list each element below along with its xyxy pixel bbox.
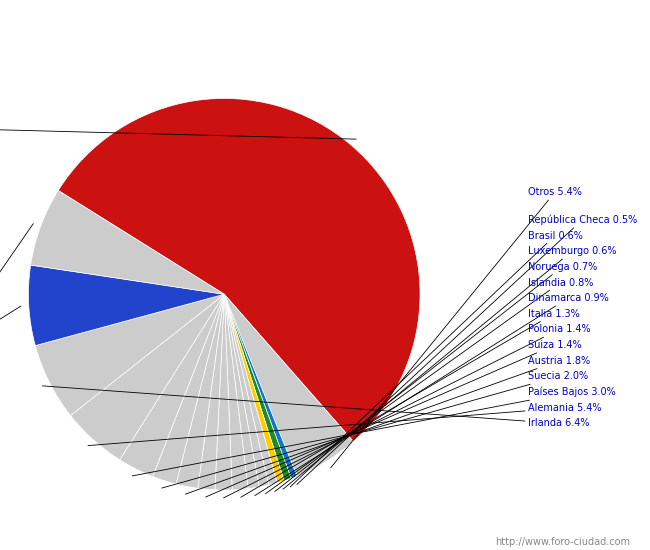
Wedge shape (224, 294, 291, 481)
Wedge shape (215, 294, 232, 490)
Text: Bélgica 6.6%: Bélgica 6.6% (0, 306, 21, 382)
Text: http://www.foro-ciudad.com: http://www.foro-ciudad.com (495, 537, 630, 547)
Text: Suiza 1.4%: Suiza 1.4% (205, 340, 581, 497)
Wedge shape (71, 294, 224, 460)
Wedge shape (224, 294, 268, 487)
Text: Austria 1.8%: Austria 1.8% (185, 356, 590, 494)
Text: Irlanda 6.4%: Irlanda 6.4% (42, 386, 590, 428)
Wedge shape (29, 265, 224, 345)
Text: Brasil 0.6%: Brasil 0.6% (290, 230, 582, 487)
Text: Dinamarca 0.9%: Dinamarca 0.9% (255, 293, 608, 496)
Text: Noruega 0.7%: Noruega 0.7% (275, 262, 597, 492)
Text: Italia 1.3%: Italia 1.3% (240, 309, 580, 497)
Text: Mojácar - Turistas extranjeros según país - Abril de 2024: Mojácar - Turistas extranjeros según paí… (118, 16, 532, 33)
Wedge shape (120, 294, 224, 476)
Text: Otros 5.4%: Otros 5.4% (331, 188, 582, 468)
Wedge shape (224, 294, 284, 483)
Wedge shape (224, 294, 354, 476)
Wedge shape (153, 294, 224, 484)
Wedge shape (35, 294, 224, 415)
Text: Reino Unido 54.6%: Reino Unido 54.6% (0, 123, 356, 139)
Text: Países Bajos 3.0%: Países Bajos 3.0% (132, 387, 616, 476)
Text: Suecia 2.0%: Suecia 2.0% (162, 371, 588, 488)
Wedge shape (176, 294, 224, 488)
Text: Luxemburgo 0.6%: Luxemburgo 0.6% (283, 246, 616, 490)
Wedge shape (224, 294, 248, 490)
Wedge shape (198, 294, 224, 490)
Text: República Checa 0.5%: República Checa 0.5% (297, 214, 637, 485)
Text: Francia 6.5%: Francia 6.5% (0, 224, 33, 409)
Wedge shape (58, 98, 420, 442)
Text: Polonia 1.4%: Polonia 1.4% (224, 324, 590, 498)
Text: Alemania 5.4%: Alemania 5.4% (88, 403, 601, 446)
Wedge shape (224, 294, 259, 488)
Text: Islandia 0.8%: Islandia 0.8% (265, 278, 593, 494)
Wedge shape (31, 190, 224, 294)
Wedge shape (224, 294, 297, 478)
Wedge shape (224, 294, 277, 485)
